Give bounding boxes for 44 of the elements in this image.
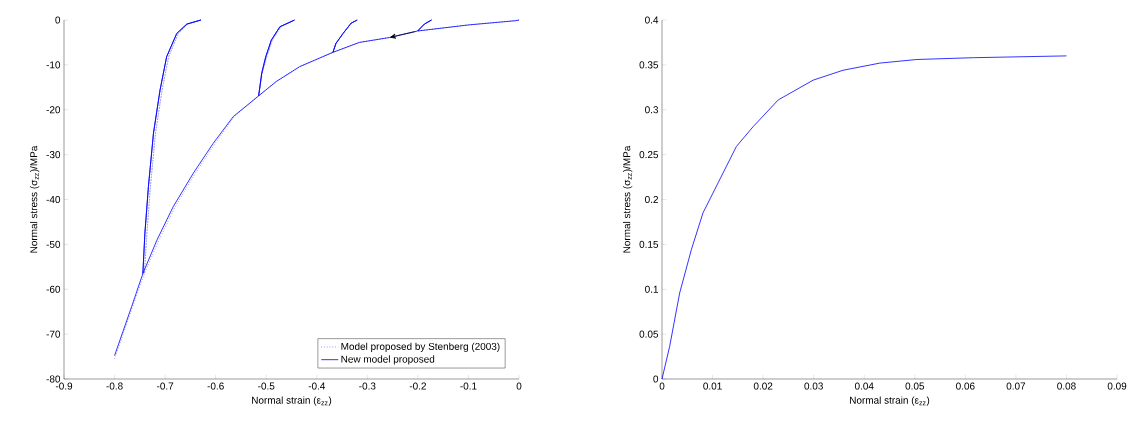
y-tick-label: 0.1 bbox=[645, 285, 659, 293]
y-tick-label: 0 bbox=[653, 375, 659, 383]
x-tick-label: -0.4 bbox=[308, 382, 326, 390]
x-axis-title: Normal strain (ε$_{zz}$) bbox=[252, 396, 332, 406]
x-tick-label: 0.08 bbox=[1057, 382, 1076, 390]
y-tick-label: 0.4 bbox=[645, 16, 659, 24]
x-tick-label: 0.05 bbox=[905, 382, 925, 390]
y-axis-title: Normal stress (σ$_{zz}$)/MPa bbox=[29, 145, 40, 253]
x-tick-label: 0.04 bbox=[854, 382, 874, 390]
legend-label: New model proposed bbox=[341, 355, 435, 365]
y-tick-label: 0.25 bbox=[639, 151, 659, 159]
x-tick-label: 0 bbox=[659, 382, 665, 390]
y-tick-label: -10 bbox=[46, 61, 61, 69]
x-tick-label: -0.3 bbox=[359, 382, 376, 390]
y-tick-label: -40 bbox=[46, 195, 61, 204]
y-tick-label: -30 bbox=[46, 151, 61, 159]
y-tick-label: 0.05 bbox=[639, 330, 659, 338]
y-tick-label: 0.15 bbox=[639, 240, 659, 248]
x-tick-label: 0.01 bbox=[703, 382, 722, 390]
legend-label: Model proposed by Stenberg (2003) bbox=[341, 342, 500, 352]
x-tick-label: -0.1 bbox=[460, 382, 477, 390]
x-tick-label: -0.8 bbox=[106, 382, 123, 390]
x-tick-label: 0.06 bbox=[956, 382, 975, 390]
y-tick-label: 0 bbox=[55, 16, 61, 24]
y-axis-title: Normal stress (σ$_{zz}$)/MPa bbox=[622, 145, 633, 253]
y-tick-label: -70 bbox=[46, 330, 61, 338]
y-tick-label: -60 bbox=[46, 285, 61, 293]
x-tick-label: 0.07 bbox=[1006, 382, 1026, 390]
x-tick-label: 0.03 bbox=[804, 382, 823, 390]
y-tick-label: 0.2 bbox=[645, 195, 658, 204]
x-tick-label: 0.09 bbox=[1107, 382, 1127, 390]
x-tick-label: -0.7 bbox=[156, 382, 174, 390]
y-tick-label: 0.3 bbox=[645, 106, 659, 114]
x-tick-label: -0.5 bbox=[258, 382, 275, 390]
y-tick-label: -50 bbox=[46, 240, 61, 248]
x-tick-label: -0.6 bbox=[207, 382, 224, 390]
y-tick-label: -20 bbox=[46, 106, 61, 114]
x-tick-label: 0 bbox=[516, 382, 522, 390]
x-tick-label: -0.2 bbox=[409, 382, 426, 390]
x-tick-label: -0.9 bbox=[55, 382, 73, 390]
y-tick-label: -80 bbox=[46, 375, 61, 383]
y-tick-label: 0.35 bbox=[639, 61, 659, 69]
x-axis-title: Normal strain (ε$_{zz}$) bbox=[850, 396, 930, 406]
x-tick-label: 0.02 bbox=[753, 382, 773, 390]
